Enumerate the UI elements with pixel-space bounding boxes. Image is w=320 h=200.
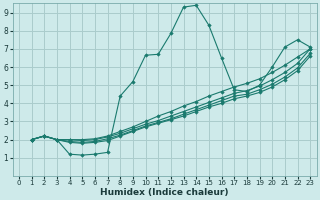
X-axis label: Humidex (Indice chaleur): Humidex (Indice chaleur) — [100, 188, 229, 197]
